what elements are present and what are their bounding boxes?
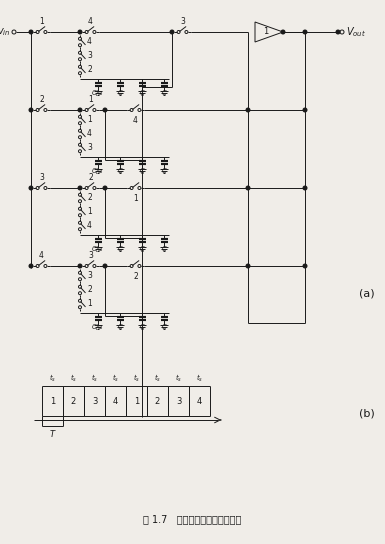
Circle shape xyxy=(78,108,82,112)
Text: 2: 2 xyxy=(71,397,76,405)
Text: 3: 3 xyxy=(39,173,44,182)
Circle shape xyxy=(103,108,107,112)
Circle shape xyxy=(281,30,285,34)
Text: 1: 1 xyxy=(88,95,93,104)
Text: 3: 3 xyxy=(92,397,97,405)
Text: 2: 2 xyxy=(87,286,92,294)
Text: 4: 4 xyxy=(88,17,93,26)
Text: 4: 4 xyxy=(39,251,44,260)
Text: $C/\alpha$: $C/\alpha$ xyxy=(91,166,105,176)
Circle shape xyxy=(103,186,107,190)
Text: 1: 1 xyxy=(50,397,55,405)
Text: $t_s$: $t_s$ xyxy=(154,373,161,384)
Text: $t_s$: $t_s$ xyxy=(49,373,56,384)
Text: $C$: $C$ xyxy=(117,322,123,331)
Text: 3: 3 xyxy=(88,251,93,260)
Text: 2: 2 xyxy=(87,194,92,202)
Text: 4: 4 xyxy=(133,116,138,125)
Text: 2: 2 xyxy=(133,272,138,281)
Text: $t_s$: $t_s$ xyxy=(133,373,140,384)
Text: 2: 2 xyxy=(39,95,44,104)
Circle shape xyxy=(246,264,250,268)
Circle shape xyxy=(336,30,340,34)
Text: 1: 1 xyxy=(39,17,44,26)
Text: 2: 2 xyxy=(87,65,92,75)
Text: 4: 4 xyxy=(197,397,202,405)
Circle shape xyxy=(246,108,250,112)
Text: $C$: $C$ xyxy=(161,88,167,97)
Text: 1: 1 xyxy=(133,194,138,203)
Circle shape xyxy=(303,30,307,34)
Text: (b): (b) xyxy=(359,409,375,419)
Text: $t_s$: $t_s$ xyxy=(70,373,77,384)
Text: 3: 3 xyxy=(87,52,92,60)
Text: 1: 1 xyxy=(87,207,92,217)
Circle shape xyxy=(29,264,33,268)
Text: $C/\alpha$: $C/\alpha$ xyxy=(91,322,105,332)
Text: $t_s$: $t_s$ xyxy=(175,373,182,384)
Text: $C$: $C$ xyxy=(161,322,167,331)
Circle shape xyxy=(29,30,33,34)
Text: $C$: $C$ xyxy=(161,244,167,253)
Text: $C/\alpha$: $C/\alpha$ xyxy=(91,88,105,98)
Text: 1: 1 xyxy=(87,115,92,125)
Text: 3: 3 xyxy=(87,144,92,152)
Text: $C$: $C$ xyxy=(139,88,145,97)
Circle shape xyxy=(78,186,82,190)
Text: $t_s$: $t_s$ xyxy=(91,373,98,384)
Text: 4: 4 xyxy=(87,221,92,231)
Circle shape xyxy=(303,264,307,268)
Text: 1: 1 xyxy=(134,397,139,405)
Text: $T$: $T$ xyxy=(49,428,56,439)
Circle shape xyxy=(78,264,82,268)
Text: $C$: $C$ xyxy=(139,322,145,331)
Text: $V_{out}$: $V_{out}$ xyxy=(346,25,366,39)
Text: $t_s$: $t_s$ xyxy=(196,373,203,384)
Text: 3: 3 xyxy=(180,17,185,26)
Circle shape xyxy=(29,108,33,112)
Text: 1: 1 xyxy=(87,300,92,308)
Circle shape xyxy=(170,30,174,34)
Circle shape xyxy=(246,186,250,190)
Text: $C$: $C$ xyxy=(117,166,123,175)
Text: $C$: $C$ xyxy=(139,244,145,253)
Text: $C$: $C$ xyxy=(139,166,145,175)
Circle shape xyxy=(303,108,307,112)
Text: $t_s$: $t_s$ xyxy=(112,373,119,384)
Text: 4: 4 xyxy=(87,129,92,139)
Text: 2: 2 xyxy=(88,173,93,182)
Text: $C$: $C$ xyxy=(117,244,123,253)
Text: 3: 3 xyxy=(87,271,92,281)
Text: $C$: $C$ xyxy=(161,166,167,175)
Text: 3: 3 xyxy=(176,397,181,405)
Text: 1: 1 xyxy=(263,28,268,36)
Text: 图 1.7   窄带开关电容带通滤波器: 图 1.7 窄带开关电容带通滤波器 xyxy=(143,514,241,524)
Text: $C$: $C$ xyxy=(117,88,123,97)
Text: 2: 2 xyxy=(155,397,160,405)
Text: 4: 4 xyxy=(113,397,118,405)
Circle shape xyxy=(78,30,82,34)
Circle shape xyxy=(29,186,33,190)
Text: $v_{in}$: $v_{in}$ xyxy=(0,26,10,38)
Text: 4: 4 xyxy=(87,38,92,46)
Circle shape xyxy=(303,186,307,190)
Text: (a): (a) xyxy=(359,289,375,299)
Circle shape xyxy=(103,264,107,268)
Text: $C/\alpha$: $C/\alpha$ xyxy=(91,244,105,254)
